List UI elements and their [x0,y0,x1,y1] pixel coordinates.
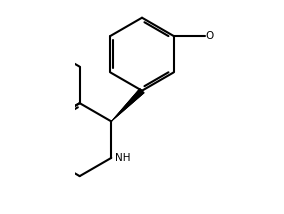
Text: O: O [205,31,213,41]
Polygon shape [111,89,144,121]
Polygon shape [111,89,144,121]
Text: NH: NH [115,153,131,163]
